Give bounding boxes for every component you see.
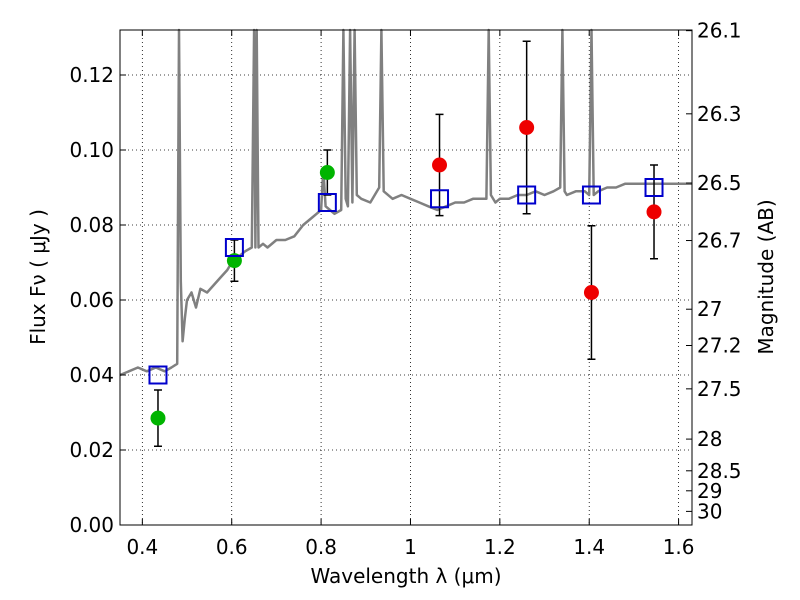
model-square <box>581 185 601 205</box>
y-tick-label: 0.06 <box>69 288 114 312</box>
x-tick-label: 1.4 <box>573 535 605 559</box>
x-tick-label: 0.4 <box>126 535 158 559</box>
mag-tick-label: 26.3 <box>697 102 742 126</box>
model-square <box>224 238 244 257</box>
low-sn-point <box>519 120 535 135</box>
mag-tick-label: 26.7 <box>697 229 742 253</box>
points-layer <box>148 40 664 447</box>
x-axis-label: Wavelength λ (μm) <box>310 564 501 588</box>
low-sn-point <box>646 204 662 220</box>
model-square <box>148 365 168 385</box>
tick-marks <box>120 30 692 526</box>
mag-tick-label: 26.5 <box>697 171 742 195</box>
model-square <box>317 193 337 212</box>
model-square <box>517 185 537 205</box>
mag-tick-label: 28.5 <box>697 459 742 483</box>
right-axis-label: Magnitude (AB) <box>754 199 778 354</box>
mag-tick-label: 27.2 <box>697 334 742 358</box>
x-tick-label: 0.8 <box>305 535 337 559</box>
low-sn-point <box>432 157 448 173</box>
model-square <box>644 178 664 197</box>
x-tick-label: 1.6 <box>663 535 695 559</box>
mag-tick-label: 30 <box>697 499 722 523</box>
x-tick-label: 1.2 <box>484 535 516 559</box>
detected-point <box>150 410 166 426</box>
mag-tick-label: 26.1 <box>697 19 742 43</box>
y-tick-label: 0.10 <box>69 138 114 162</box>
mag-tick-label: 27 <box>697 297 722 321</box>
y-tick-label: 0.02 <box>69 438 114 462</box>
mag-tick-label: 29 <box>697 479 722 503</box>
y-tick-label: 0.00 <box>69 513 114 537</box>
y-axis-label: Flux Fν ( μJy ) <box>26 209 50 345</box>
x-tick-label: 1 <box>404 535 417 559</box>
x-tick-label: 0.6 <box>216 535 248 559</box>
model-square <box>430 189 450 209</box>
y-tick-label: 0.12 <box>69 63 114 87</box>
tick-labels: 0.4 0.6 0.8 1 1.2 1.4 1.6 0.00 0.02 0.04 0.06 0.08 0… <box>69 19 741 559</box>
y-tick-label: 0.08 <box>69 213 114 237</box>
y-tick-label: 0.04 <box>69 363 114 387</box>
mag-tick-label: 27.5 <box>697 377 742 401</box>
detected-point <box>319 165 335 180</box>
low-sn-point <box>583 285 599 300</box>
mag-tick-label: 28 <box>697 427 722 451</box>
plot-frame <box>119 29 693 526</box>
